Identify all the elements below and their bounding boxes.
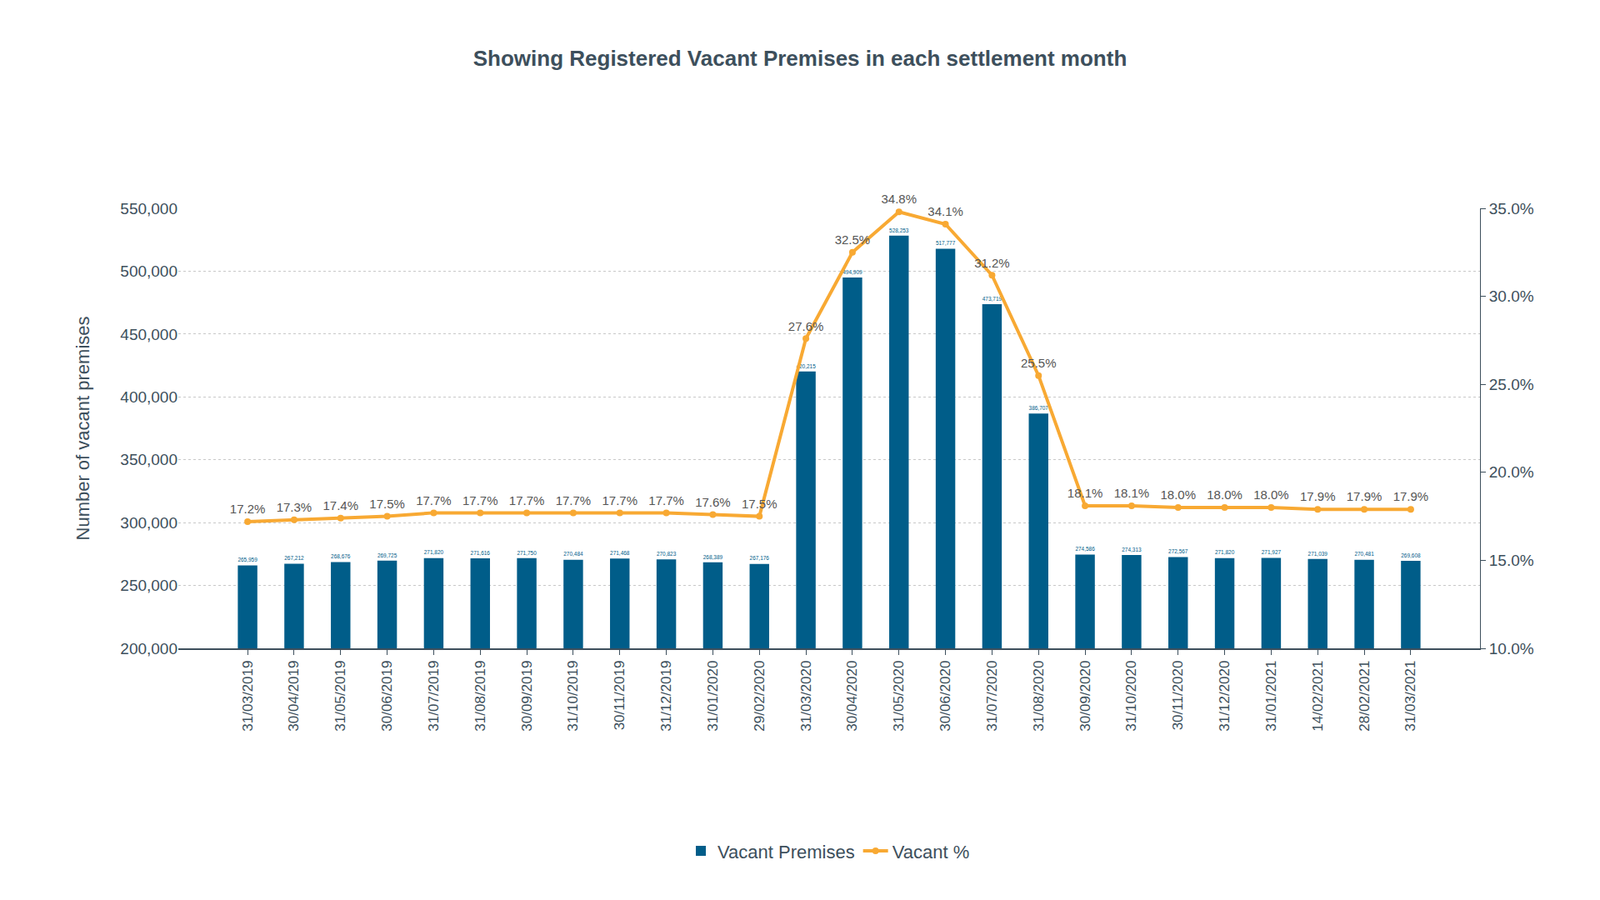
svg-text:528,253: 528,253 bbox=[889, 227, 910, 234]
svg-text:271,468: 271,468 bbox=[610, 550, 630, 556]
svg-text:31/12/2019: 31/12/2019 bbox=[658, 660, 675, 732]
svg-text:32.5%: 32.5% bbox=[835, 232, 871, 247]
svg-text:550,000: 550,000 bbox=[120, 200, 178, 218]
svg-text:31/01/2021: 31/01/2021 bbox=[1263, 660, 1280, 732]
svg-text:30/04/2019: 30/04/2019 bbox=[285, 660, 302, 732]
svg-text:31.2%: 31.2% bbox=[974, 255, 1010, 270]
svg-text:18.0%: 18.0% bbox=[1160, 487, 1196, 502]
svg-text:494,909: 494,909 bbox=[842, 269, 863, 275]
svg-text:274,586: 274,586 bbox=[1075, 545, 1095, 552]
svg-text:Showing Registered Vacant Prem: Showing Registered Vacant Premises in ea… bbox=[473, 45, 1128, 71]
svg-text:268,676: 268,676 bbox=[330, 553, 351, 560]
svg-text:18.1%: 18.1% bbox=[1114, 485, 1150, 500]
svg-text:31/03/2019: 31/03/2019 bbox=[240, 660, 256, 732]
svg-text:17.6%: 17.6% bbox=[695, 495, 731, 510]
svg-text:268,389: 268,389 bbox=[703, 554, 724, 560]
svg-text:17.9%: 17.9% bbox=[1346, 489, 1383, 504]
svg-text:17.7%: 17.7% bbox=[555, 493, 592, 508]
svg-text:450,000: 450,000 bbox=[120, 325, 178, 344]
svg-text:271,750: 271,750 bbox=[516, 550, 537, 556]
svg-text:300,000: 300,000 bbox=[120, 514, 178, 532]
svg-text:34.1%: 34.1% bbox=[927, 204, 964, 219]
svg-text:18.0%: 18.0% bbox=[1253, 487, 1290, 502]
svg-text:35.0%: 35.0% bbox=[1489, 200, 1535, 218]
svg-text:17.2%: 17.2% bbox=[230, 501, 266, 516]
svg-text:17.5%: 17.5% bbox=[369, 496, 405, 511]
svg-text:20.0%: 20.0% bbox=[1489, 463, 1535, 481]
svg-text:15.0%: 15.0% bbox=[1489, 551, 1535, 570]
svg-text:31/05/2019: 31/05/2019 bbox=[332, 660, 349, 732]
svg-text:17.4%: 17.4% bbox=[322, 498, 359, 513]
svg-text:30/11/2019: 30/11/2019 bbox=[611, 660, 628, 731]
svg-text:31/08/2020: 31/08/2020 bbox=[1030, 660, 1047, 732]
svg-text:30/09/2019: 30/09/2019 bbox=[519, 660, 535, 732]
svg-text:31/07/2019: 31/07/2019 bbox=[425, 660, 442, 732]
svg-text:31/05/2020: 31/05/2020 bbox=[890, 660, 907, 732]
svg-text:400,000: 400,000 bbox=[120, 388, 178, 406]
svg-text:31/03/2021: 31/03/2021 bbox=[1402, 660, 1419, 732]
svg-text:17.7%: 17.7% bbox=[462, 493, 499, 508]
svg-text:271,616: 271,616 bbox=[470, 550, 491, 556]
svg-text:17.7%: 17.7% bbox=[509, 493, 545, 508]
svg-text:31/08/2019: 31/08/2019 bbox=[472, 660, 489, 732]
svg-text:350,000: 350,000 bbox=[120, 450, 178, 469]
svg-text:265,959: 265,959 bbox=[237, 556, 258, 563]
svg-text:30.0%: 30.0% bbox=[1489, 287, 1535, 305]
svg-text:17.7%: 17.7% bbox=[415, 493, 452, 508]
svg-text:Vacant Premises: Vacant Premises bbox=[717, 841, 855, 863]
svg-text:27.6%: 27.6% bbox=[788, 319, 825, 334]
svg-text:250,000: 250,000 bbox=[120, 576, 178, 595]
svg-text:30/11/2020: 30/11/2020 bbox=[1170, 660, 1186, 731]
svg-text:272,567: 272,567 bbox=[1168, 548, 1189, 555]
svg-text:517,777: 517,777 bbox=[935, 240, 956, 246]
svg-text:29/02/2020: 29/02/2020 bbox=[751, 660, 768, 732]
svg-text:270,823: 270,823 bbox=[656, 550, 677, 557]
svg-text:274,313: 274,313 bbox=[1121, 546, 1142, 553]
svg-text:31/12/2020: 31/12/2020 bbox=[1216, 660, 1233, 732]
svg-text:269,725: 269,725 bbox=[377, 552, 398, 559]
svg-text:270,484: 270,484 bbox=[563, 550, 584, 557]
svg-text:28/02/2021: 28/02/2021 bbox=[1356, 660, 1373, 732]
svg-text:30/04/2020: 30/04/2020 bbox=[844, 660, 860, 732]
svg-text:386,707: 386,707 bbox=[1029, 405, 1050, 411]
svg-text:Vacant %: Vacant % bbox=[892, 841, 970, 863]
svg-text:10.0%: 10.0% bbox=[1489, 640, 1535, 658]
svg-text:31/10/2020: 31/10/2020 bbox=[1123, 660, 1140, 732]
svg-text:267,212: 267,212 bbox=[284, 555, 305, 561]
svg-text:30/06/2020: 30/06/2020 bbox=[937, 660, 954, 732]
svg-text:25.0%: 25.0% bbox=[1489, 375, 1535, 394]
svg-text:31/10/2019: 31/10/2019 bbox=[565, 660, 581, 732]
svg-text:17.9%: 17.9% bbox=[1393, 489, 1430, 504]
svg-text:473,719: 473,719 bbox=[982, 295, 1003, 302]
svg-text:270,481: 270,481 bbox=[1354, 550, 1375, 557]
svg-text:17.7%: 17.7% bbox=[648, 493, 685, 508]
svg-text:271,927: 271,927 bbox=[1261, 549, 1282, 555]
svg-text:Number of vacant premises: Number of vacant premises bbox=[72, 316, 94, 541]
svg-text:267,176: 267,176 bbox=[750, 555, 770, 561]
svg-text:30/06/2019: 30/06/2019 bbox=[379, 660, 395, 732]
svg-text:17.5%: 17.5% bbox=[741, 496, 778, 511]
svg-text:17.3%: 17.3% bbox=[276, 500, 313, 515]
svg-text:31/07/2020: 31/07/2020 bbox=[984, 660, 1000, 732]
svg-text:17.9%: 17.9% bbox=[1300, 489, 1336, 504]
svg-text:271,820: 271,820 bbox=[424, 549, 445, 555]
svg-text:420,215: 420,215 bbox=[795, 363, 816, 370]
svg-text:17.7%: 17.7% bbox=[601, 493, 638, 508]
svg-text:200,000: 200,000 bbox=[120, 640, 178, 658]
svg-text:14/02/2021: 14/02/2021 bbox=[1310, 660, 1326, 732]
svg-text:500,000: 500,000 bbox=[120, 262, 178, 280]
svg-text:271,039: 271,039 bbox=[1308, 550, 1329, 557]
svg-text:18.0%: 18.0% bbox=[1206, 487, 1243, 502]
svg-text:34.8%: 34.8% bbox=[880, 191, 917, 206]
svg-text:18.1%: 18.1% bbox=[1067, 485, 1104, 500]
svg-text:30/09/2020: 30/09/2020 bbox=[1077, 660, 1094, 732]
svg-text:271,820: 271,820 bbox=[1215, 549, 1235, 555]
svg-text:31/03/2020: 31/03/2020 bbox=[798, 660, 815, 732]
svg-text:25.5%: 25.5% bbox=[1020, 355, 1057, 370]
svg-text:31/01/2020: 31/01/2020 bbox=[705, 660, 721, 732]
svg-text:269,608: 269,608 bbox=[1400, 552, 1421, 559]
